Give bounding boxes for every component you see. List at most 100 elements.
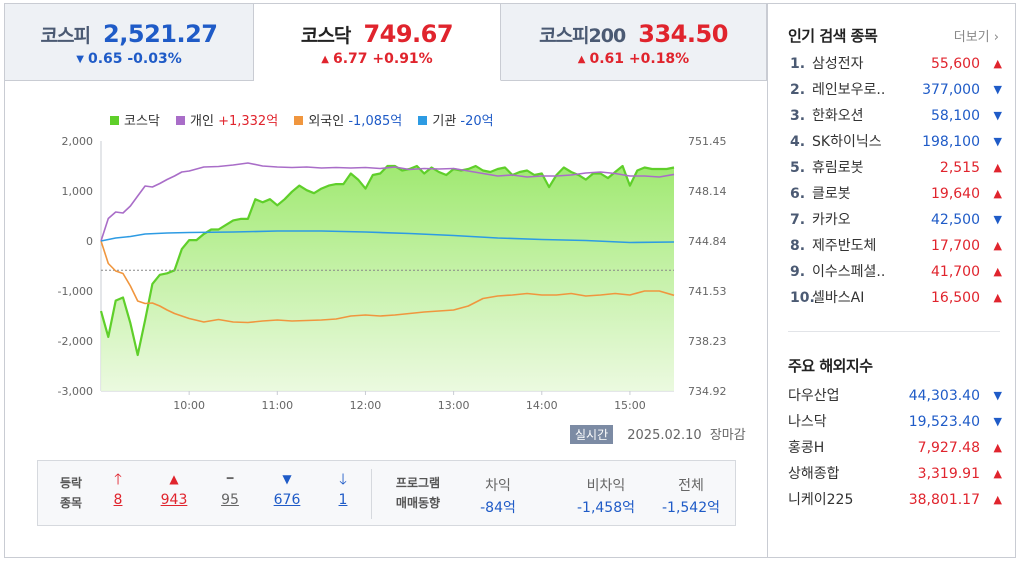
global-index-item[interactable]: 나스닥 19,523.40 ▼ bbox=[788, 409, 1004, 435]
popular-item[interactable]: 2. 레인보우로.. 377,000 ▼ bbox=[790, 77, 1004, 103]
program-non-arbitrage: 비차익 -1,458억 bbox=[556, 475, 656, 519]
stock-name: 클로봇 bbox=[812, 186, 851, 202]
popular-item[interactable]: 3. 한화오션 58,100 ▼ bbox=[790, 103, 1004, 129]
program-arbitrage: 차익 -84억 bbox=[458, 475, 538, 519]
legend-label: 코스닥 bbox=[124, 114, 160, 129]
rank: 2. bbox=[790, 82, 806, 98]
popular-item[interactable]: 7. 카카오 42,500 ▼ bbox=[790, 207, 1004, 233]
tab-value: 2,521.27 bbox=[103, 20, 218, 48]
up-arrow-icon: ▲ bbox=[993, 467, 1002, 480]
global-title: 주요 해외지수 bbox=[788, 357, 873, 375]
up-arrow-icon: ▲ bbox=[321, 54, 329, 65]
tab-change: 0.65 -0.03% bbox=[87, 51, 182, 67]
status-date: 2025.02.10 bbox=[627, 428, 702, 443]
index-tabs: 코스피 2,521.27 ▼ 0.65 -0.03% 코스닥 749.67 ▲ 6.… bbox=[5, 4, 767, 82]
breadth-lower-limit[interactable]: 🡓 1 bbox=[323, 469, 363, 511]
tab-value: 334.50 bbox=[638, 20, 728, 48]
program-item-label: 차익 bbox=[485, 478, 511, 494]
rank: 5. bbox=[790, 160, 806, 176]
stock-price: 19,640 bbox=[931, 186, 980, 202]
legend-item-kosdaq[interactable]: 코스닥 bbox=[110, 110, 160, 129]
stock-name: 휴림로봇 bbox=[812, 160, 864, 176]
breadth-count: 95 bbox=[221, 492, 239, 508]
stock-name: SK하이닉스 bbox=[812, 134, 882, 150]
upper-limit-icon: 🡑 bbox=[114, 470, 122, 488]
popular-item[interactable]: 5. 휴림로봇 2,515 ▲ bbox=[790, 155, 1004, 181]
global-index-item[interactable]: 상해종합 3,319.91 ▲ bbox=[788, 461, 1004, 487]
program-item-label: 전체 bbox=[678, 478, 704, 494]
breadth-rising[interactable]: ▲ 943 bbox=[154, 469, 194, 511]
breadth-label: 등락 종목 bbox=[52, 473, 90, 513]
tab-name: 코스피 bbox=[40, 24, 91, 47]
unchanged-icon: ━ bbox=[226, 472, 234, 485]
market-widget: 코스피 2,521.27 ▼ 0.65 -0.03% 코스닥 749.67 ▲ 6.… bbox=[4, 3, 1016, 558]
y-right-tick-label: 751.45 bbox=[688, 135, 727, 148]
legend-item-individual[interactable]: 개인 +1,332억 bbox=[176, 110, 278, 129]
legend-value: -1,085억 bbox=[348, 114, 403, 129]
rank: 3. bbox=[790, 108, 806, 124]
legend-swatch bbox=[176, 116, 186, 125]
index-value: 44,303.40 bbox=[908, 388, 980, 404]
program-total: 전체 -1,542억 bbox=[646, 475, 736, 519]
stock-name: 이수스페셜.. bbox=[812, 264, 886, 280]
legend-label: 외국인 bbox=[308, 114, 345, 129]
popular-item[interactable]: 1. 삼성전자 55,600 ▲ bbox=[790, 51, 1004, 77]
y-right-tick-label: 738.23 bbox=[688, 335, 727, 348]
y-right-tick-label: 748.14 bbox=[688, 185, 727, 198]
divider bbox=[371, 469, 372, 519]
rank: 1. bbox=[790, 56, 806, 72]
popular-item[interactable]: 9. 이수스페셜.. 41,700 ▲ bbox=[790, 259, 1004, 285]
popular-item[interactable]: 8. 제주반도체 17,700 ▲ bbox=[790, 233, 1004, 259]
tab-kospi200[interactable]: 코스피200 334.50 ▲ 0.61 +0.18% bbox=[501, 4, 767, 81]
stock-price: 198,100 bbox=[922, 134, 980, 150]
chevron-right-icon: › bbox=[989, 30, 999, 45]
foreign-line bbox=[100, 240, 675, 324]
popular-item[interactable]: 10.셀바스AI 16,500 ▲ bbox=[790, 285, 1004, 311]
rank: 7. bbox=[790, 212, 806, 228]
popular-title: 인기 검색 종목 bbox=[788, 27, 878, 45]
up-arrow-icon: ▲ bbox=[993, 57, 1002, 70]
rank: 4. bbox=[790, 134, 806, 150]
realtime-button[interactable]: 실시간 bbox=[570, 425, 614, 444]
program-label-line1: 프로그램 bbox=[395, 476, 441, 490]
program-label-line2: 매매동향 bbox=[395, 496, 441, 510]
index-value: 19,523.40 bbox=[908, 414, 980, 430]
breadth-falling[interactable]: ▼ 676 bbox=[267, 469, 307, 511]
down-arrow-icon: ▼ bbox=[993, 83, 1002, 96]
breadth-upper-limit[interactable]: 🡑 8 bbox=[98, 469, 138, 511]
tab-kospi[interactable]: 코스피 2,521.27 ▼ 0.65 -0.03% bbox=[5, 4, 254, 81]
intraday-chart: 2,000 1,000 0 -1,000 -2,000 -3,000 751.45 748.1… bbox=[58, 135, 727, 412]
rank: 6. bbox=[790, 186, 806, 202]
legend-swatch bbox=[418, 116, 428, 125]
breadth-label-line2: 종목 bbox=[59, 496, 83, 510]
x-tick-label: 13:00 bbox=[438, 399, 470, 412]
down-arrow-icon: ▼ bbox=[993, 415, 1002, 428]
legend-item-institution[interactable]: 기관 -20억 bbox=[418, 110, 494, 129]
up-arrow-icon: ▲ bbox=[993, 161, 1002, 174]
tab-kosdaq[interactable]: 코스닥 749.67 ▲ 6.77 +0.91% bbox=[254, 4, 501, 81]
breadth-unchanged[interactable]: ━ 95 bbox=[210, 469, 250, 511]
up-arrow-icon: ▲ bbox=[993, 493, 1002, 506]
stock-price: 377,000 bbox=[922, 82, 980, 98]
down-arrow-icon: ▼ bbox=[993, 213, 1002, 226]
down-arrow-icon: ▼ bbox=[993, 109, 1002, 122]
global-index-item[interactable]: 다우산업 44,303.40 ▼ bbox=[788, 383, 1004, 409]
down-arrow-icon: ▼ bbox=[993, 135, 1002, 148]
program-label: 프로그램 매매동향 bbox=[388, 473, 448, 513]
legend-item-foreign[interactable]: 외국인 -1,085억 bbox=[294, 110, 402, 129]
up-arrow-icon: ▲ bbox=[577, 54, 586, 65]
side-panel: 인기 검색 종목 더보기 › 1. 삼성전자 55,600 ▲ 2. 레인보우로.. 377… bbox=[767, 4, 1015, 557]
down-arrow-icon: ▼ bbox=[76, 54, 84, 65]
breadth-count: 8 bbox=[113, 492, 123, 508]
tab-change: 0.61 +0.18% bbox=[589, 51, 690, 67]
program-item-label: 비차익 bbox=[586, 478, 626, 494]
rank: 9. bbox=[790, 264, 806, 280]
global-index-item[interactable]: 홍콩H 7,927.48 ▲ bbox=[788, 435, 1004, 461]
popular-item[interactable]: 6. 클로봇 19,640 ▲ bbox=[790, 181, 1004, 207]
more-link[interactable]: 더보기 › bbox=[954, 26, 999, 45]
tab-change: 6.77 +0.91% bbox=[332, 51, 433, 67]
tab-name: 코스피200 bbox=[539, 24, 626, 47]
popular-item[interactable]: 4. SK하이닉스 198,100 ▼ bbox=[790, 129, 1004, 155]
index-value: 3,319.91 bbox=[917, 466, 980, 482]
global-index-item[interactable]: 니케이225 38,801.17 ▲ bbox=[788, 487, 1004, 513]
